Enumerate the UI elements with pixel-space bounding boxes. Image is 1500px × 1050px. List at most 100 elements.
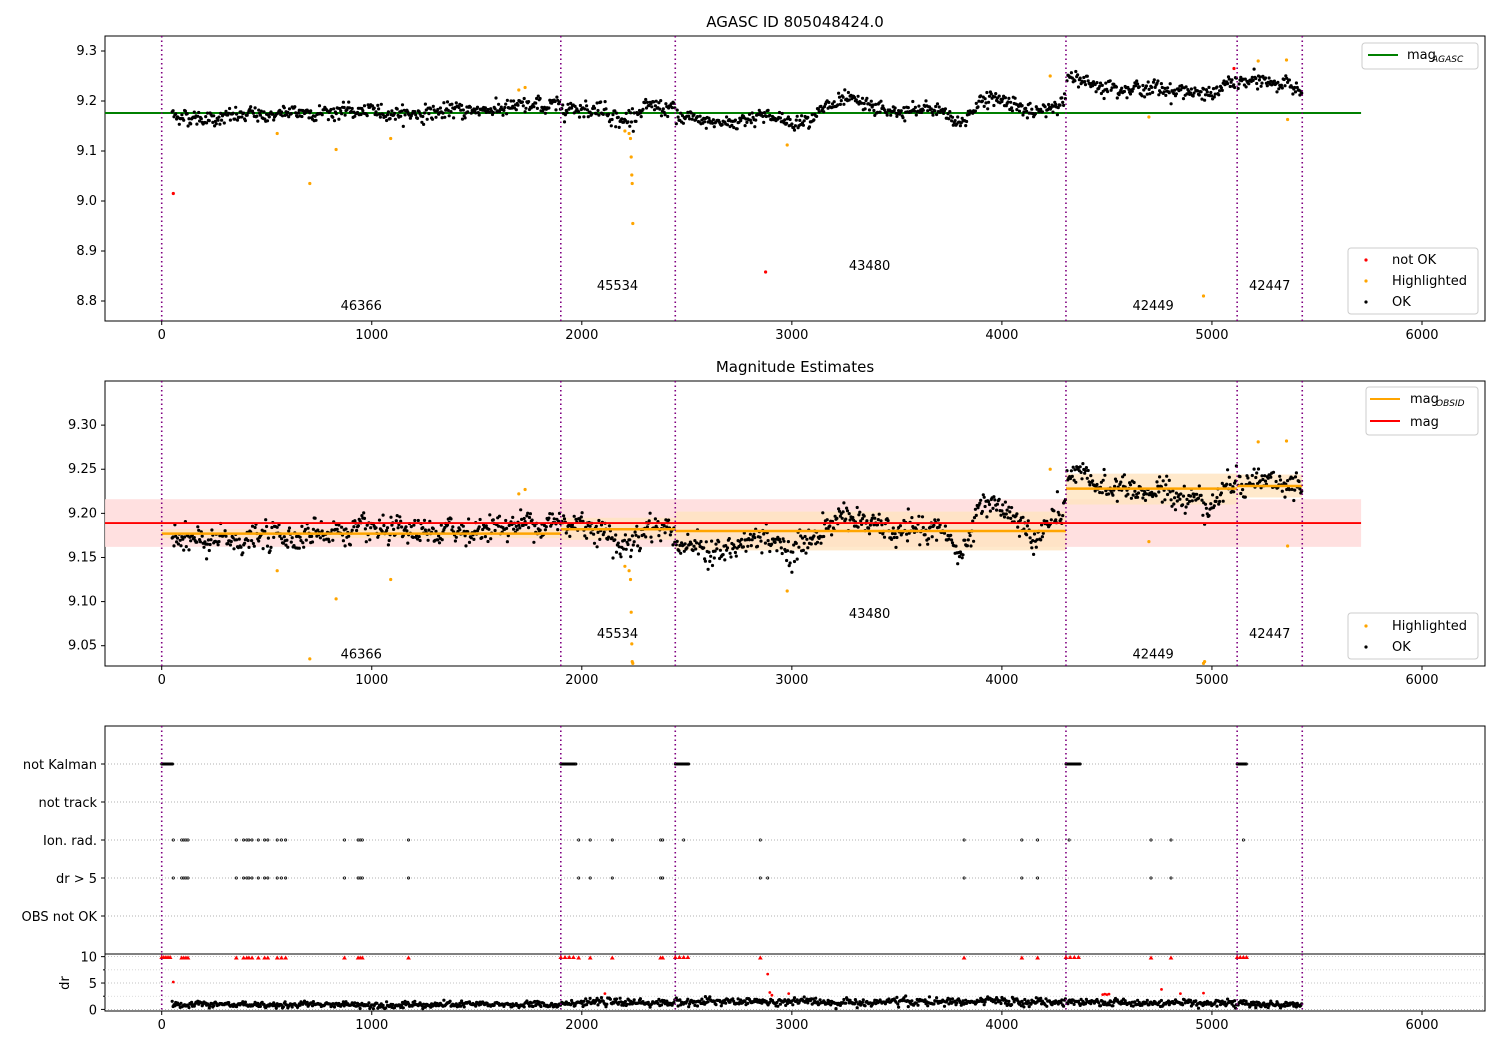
legend-mag-obsid-sub: OBSID [1436, 399, 1465, 409]
ok-point [1114, 85, 1118, 89]
dr-ok-point [1194, 999, 1198, 1003]
ok-point [878, 110, 882, 114]
ok-point [501, 113, 505, 117]
ok-point [1034, 105, 1038, 109]
ok-point [770, 542, 774, 546]
ok-point [1158, 90, 1163, 94]
ok-point [353, 519, 357, 523]
ok-point [265, 119, 270, 123]
ok-point [1286, 479, 1290, 483]
dr-ok-point [258, 1004, 262, 1009]
ok-point [680, 541, 684, 545]
ok-point [1163, 86, 1167, 90]
ok-point [1101, 478, 1105, 482]
dr-flag-point [609, 955, 615, 960]
ok-point [480, 536, 484, 540]
dr-ok-point [1244, 999, 1248, 1003]
ok-point [1209, 502, 1213, 506]
ok-point [1226, 82, 1230, 86]
ok-point [999, 513, 1003, 517]
ok-point [467, 517, 471, 521]
highlighted-point [1147, 540, 1151, 544]
ok-point [628, 124, 632, 128]
ok-point [969, 544, 973, 548]
ok-point [1300, 91, 1304, 95]
ok-point [1252, 67, 1256, 71]
ok-point [1291, 92, 1295, 96]
ok-point [725, 123, 730, 127]
ok-point [838, 514, 843, 518]
ok-point [287, 107, 292, 111]
ok-point [847, 98, 851, 102]
ok-point [1293, 90, 1298, 94]
ok-point [1102, 96, 1106, 101]
ok-point [724, 544, 728, 548]
ok-point [675, 108, 679, 112]
ok-point [1255, 471, 1259, 475]
ok-point [1183, 511, 1187, 515]
ok-point [220, 118, 224, 122]
ok-point [766, 108, 770, 112]
ok-point [1197, 484, 1201, 488]
ok-point [637, 535, 641, 539]
ok-point [632, 111, 636, 115]
ok-point [1007, 96, 1011, 100]
dr-ok-point [1027, 1005, 1031, 1009]
ok-point [1071, 465, 1075, 469]
ok-point [1025, 533, 1029, 537]
ok-point [664, 518, 668, 522]
ok-point [1060, 96, 1064, 100]
ok-point [592, 106, 597, 110]
ok-point [1261, 477, 1265, 482]
dr-ok-point [422, 1002, 426, 1006]
ok-point [1001, 503, 1005, 507]
ok-point [286, 110, 290, 114]
ok-point [957, 555, 962, 559]
dr-flag-point [1234, 954, 1240, 959]
ok-point [449, 110, 453, 114]
ok-point [954, 544, 958, 548]
ok-point [1254, 76, 1258, 81]
ok-point [650, 540, 654, 544]
ok-point [1083, 471, 1087, 475]
ok-point [1263, 76, 1268, 80]
ok-point [935, 102, 940, 106]
dr-ok-point [366, 1003, 370, 1008]
ok-point [257, 539, 261, 543]
ok-point [607, 112, 611, 116]
x-tick-label: 2000 [565, 1018, 598, 1033]
ok-point [195, 122, 199, 126]
ok-point [182, 118, 186, 122]
x-tick-label: 6000 [1405, 1018, 1438, 1033]
obsid-label: 45534 [597, 279, 638, 294]
ok-point [436, 538, 440, 542]
ok-point [1033, 112, 1037, 116]
ok-point [196, 114, 200, 118]
dr-ok-point [1131, 1004, 1135, 1008]
ok-point [664, 102, 668, 106]
ok-point [246, 538, 250, 543]
dr-ok-point [646, 1000, 650, 1005]
dr-ok-point [906, 1005, 910, 1009]
ok-point [1039, 538, 1043, 542]
dr-flag-point [660, 955, 666, 960]
legend-mag-obsid-label: mag [1410, 392, 1439, 407]
ok-point [987, 502, 992, 507]
ok-point [1088, 483, 1092, 487]
ok-point [362, 516, 367, 521]
dr-ok-point [1012, 1000, 1016, 1004]
ok-point [1278, 474, 1282, 478]
ok-point [1243, 495, 1247, 499]
ok-point [181, 537, 185, 541]
ok-point [1000, 509, 1004, 513]
ok-point [334, 112, 338, 116]
ok-point [437, 541, 442, 545]
ok-point [748, 118, 753, 122]
ok-point [239, 545, 243, 549]
flag-mark [661, 876, 665, 880]
ok-point [1274, 479, 1278, 484]
ok-point [657, 101, 661, 105]
ok-point [1276, 80, 1280, 84]
ok-point [695, 115, 700, 119]
ok-point [799, 534, 803, 538]
